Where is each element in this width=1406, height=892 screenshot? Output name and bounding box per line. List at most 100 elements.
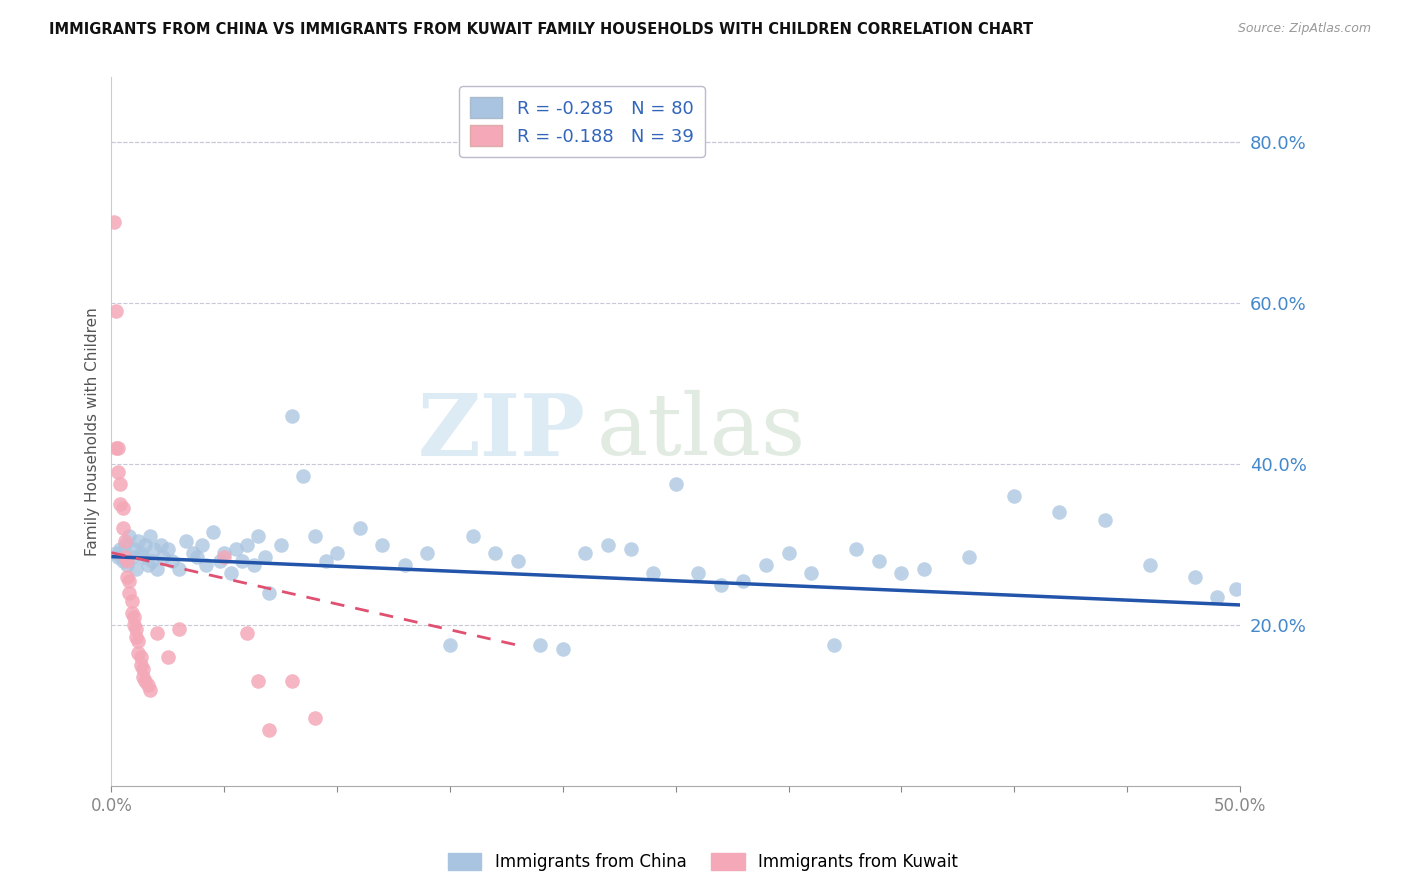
Point bbox=[118, 574, 141, 588]
Point bbox=[778, 545, 800, 559]
Point bbox=[156, 541, 179, 556]
Point bbox=[118, 529, 141, 543]
Point bbox=[349, 521, 371, 535]
Point bbox=[143, 541, 166, 556]
Point bbox=[162, 554, 184, 568]
Point bbox=[118, 586, 141, 600]
Point bbox=[1094, 513, 1116, 527]
Point bbox=[214, 545, 236, 559]
Point bbox=[104, 545, 127, 559]
Point bbox=[394, 558, 416, 572]
Point bbox=[1225, 582, 1247, 596]
Point bbox=[136, 558, 159, 572]
Point bbox=[247, 529, 270, 543]
Point bbox=[270, 537, 292, 551]
Point bbox=[315, 554, 337, 568]
Point bbox=[110, 497, 132, 511]
Point bbox=[439, 638, 461, 652]
Point bbox=[195, 558, 218, 572]
Point bbox=[755, 558, 778, 572]
Point bbox=[506, 554, 529, 568]
Legend: R = -0.285   N = 80, R = -0.188   N = 39: R = -0.285 N = 80, R = -0.188 N = 39 bbox=[458, 87, 704, 157]
Point bbox=[190, 537, 212, 551]
Point bbox=[242, 558, 264, 572]
Point bbox=[236, 626, 259, 640]
Text: Source: ZipAtlas.com: Source: ZipAtlas.com bbox=[1237, 22, 1371, 36]
Point bbox=[111, 554, 134, 568]
Point bbox=[145, 626, 167, 640]
Point bbox=[596, 537, 619, 551]
Point bbox=[110, 477, 132, 491]
Point bbox=[868, 554, 890, 568]
Point bbox=[150, 537, 173, 551]
Point bbox=[236, 537, 259, 551]
Point bbox=[128, 533, 150, 548]
Point bbox=[253, 549, 276, 564]
Point bbox=[1184, 570, 1206, 584]
Text: ZIP: ZIP bbox=[418, 390, 585, 474]
Point bbox=[957, 549, 980, 564]
Point bbox=[733, 574, 755, 588]
Point bbox=[823, 638, 845, 652]
Point bbox=[1049, 505, 1071, 519]
Point bbox=[121, 594, 143, 608]
Point bbox=[259, 723, 281, 737]
Point bbox=[167, 622, 190, 636]
Point bbox=[125, 562, 148, 576]
Point bbox=[219, 566, 242, 580]
Point bbox=[125, 622, 148, 636]
Point bbox=[115, 558, 138, 572]
Point bbox=[152, 549, 174, 564]
Point bbox=[128, 646, 150, 660]
Point bbox=[710, 578, 733, 592]
Point bbox=[231, 554, 253, 568]
Point bbox=[125, 630, 148, 644]
Point bbox=[326, 545, 349, 559]
Point bbox=[247, 674, 270, 689]
Point bbox=[104, 441, 127, 455]
Point bbox=[461, 529, 484, 543]
Point bbox=[174, 533, 197, 548]
Point bbox=[114, 537, 136, 551]
Point bbox=[912, 562, 935, 576]
Point bbox=[890, 566, 912, 580]
Point bbox=[115, 554, 138, 568]
Point bbox=[186, 549, 208, 564]
Text: IMMIGRANTS FROM CHINA VS IMMIGRANTS FROM KUWAIT FAMILY HOUSEHOLDS WITH CHILDREN : IMMIGRANTS FROM CHINA VS IMMIGRANTS FROM… bbox=[49, 22, 1033, 37]
Point bbox=[800, 566, 823, 580]
Point bbox=[1206, 590, 1229, 604]
Point bbox=[129, 650, 152, 665]
Point bbox=[145, 562, 167, 576]
Point bbox=[139, 682, 162, 697]
Point bbox=[132, 662, 155, 676]
Point bbox=[181, 545, 204, 559]
Point bbox=[225, 541, 247, 556]
Point bbox=[551, 642, 574, 657]
Point bbox=[107, 549, 129, 564]
Point bbox=[121, 549, 143, 564]
Point bbox=[128, 634, 150, 648]
Point bbox=[845, 541, 868, 556]
Point bbox=[129, 545, 152, 559]
Point bbox=[665, 477, 688, 491]
Point bbox=[1002, 489, 1025, 503]
Point bbox=[111, 501, 134, 516]
Point bbox=[122, 618, 145, 632]
Point bbox=[115, 570, 138, 584]
Point bbox=[104, 304, 127, 318]
Y-axis label: Family Households with Children: Family Households with Children bbox=[86, 308, 100, 557]
Point bbox=[134, 674, 156, 689]
Point bbox=[643, 566, 665, 580]
Point bbox=[107, 441, 129, 455]
Point bbox=[110, 541, 132, 556]
Point bbox=[1139, 558, 1161, 572]
Point bbox=[201, 525, 224, 540]
Point bbox=[114, 549, 136, 564]
Point bbox=[208, 554, 231, 568]
Point bbox=[292, 469, 315, 483]
Point bbox=[129, 658, 152, 673]
Point bbox=[259, 586, 281, 600]
Point bbox=[281, 409, 304, 423]
Point bbox=[281, 674, 304, 689]
Point bbox=[132, 670, 155, 684]
